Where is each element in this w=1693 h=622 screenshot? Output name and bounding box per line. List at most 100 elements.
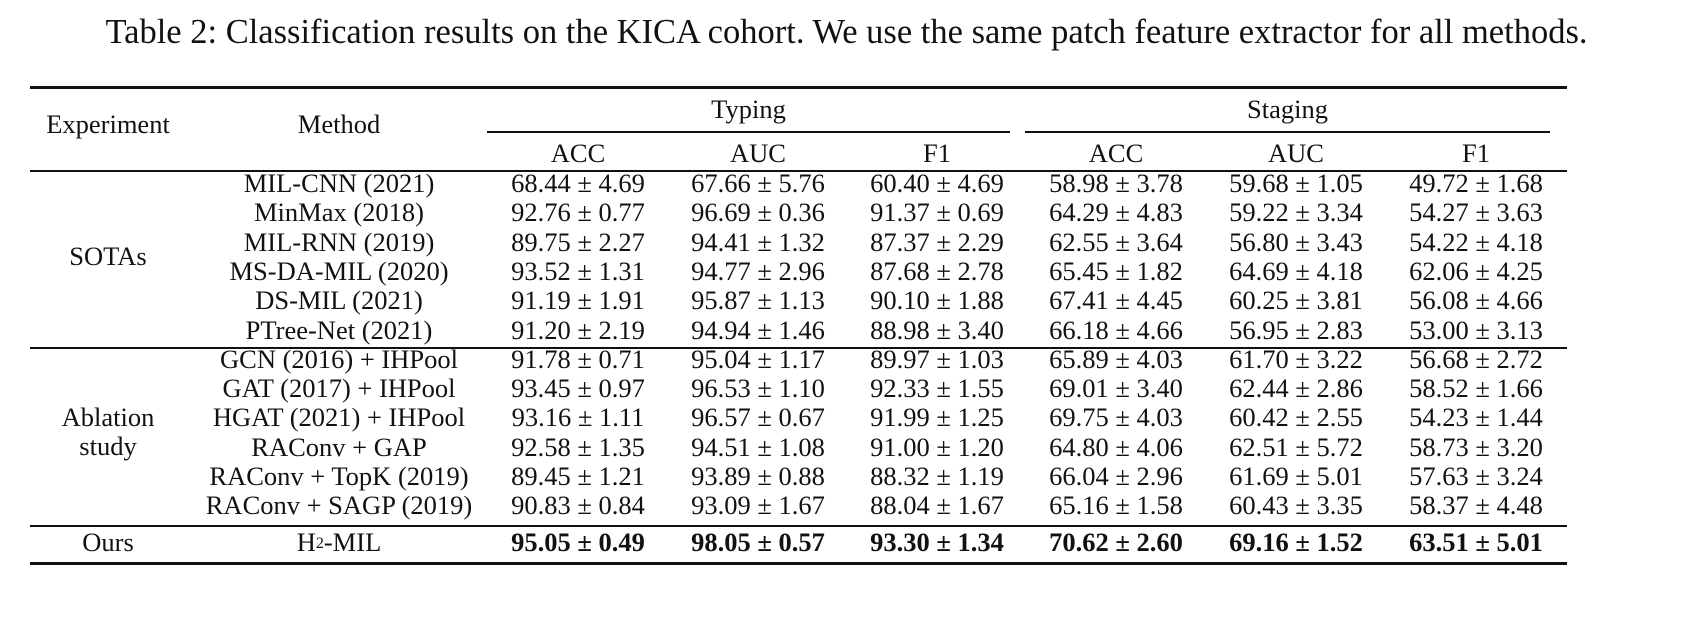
value-cell: 98.05 ± 0.57 [691,527,825,557]
value-cell: 59.68 ± 1.05 [1229,168,1363,198]
method-cell: RAConv + TopK (2019) [209,461,469,491]
method-cell: MIL-CNN (2021) [243,168,435,198]
value-cell: 58.37 ± 4.48 [1409,490,1543,521]
value-cell: 92.76 ± 0.77 [511,197,645,228]
value-cell: 89.75 ± 2.27 [511,226,645,257]
value-cell: 60.42 ± 2.55 [1229,402,1363,433]
value-cell: 95.05 ± 0.49 [511,527,645,557]
value-cell: 65.89 ± 4.03 [1049,343,1183,374]
value-cell: 91.00 ± 1.20 [870,431,1004,462]
method-cell: RAConv + GAP [251,431,427,462]
header-group-typing: Typing [711,94,786,124]
section-rule-0 [30,347,1567,349]
value-cell: 57.63 ± 3.24 [1409,461,1543,491]
value-cell: 60.40 ± 4.69 [870,168,1004,198]
method-cell: MIL-RNN (2019) [243,226,435,257]
value-cell: 93.30 ± 1.34 [870,527,1004,557]
value-cell: 94.51 ± 1.08 [691,431,825,462]
value-cell: 91.20 ± 2.19 [511,314,645,345]
top-rule [30,86,1567,89]
value-cell: 87.68 ± 2.78 [870,255,1004,286]
section-label: study [79,431,137,462]
value-cell: 62.44 ± 2.86 [1229,373,1363,404]
value-cell: 89.97 ± 1.03 [870,343,1004,374]
value-cell: 91.19 ± 1.91 [511,285,645,316]
value-cell: 95.87 ± 1.13 [691,285,825,316]
value-cell: 64.80 ± 4.06 [1049,431,1183,462]
method-name-superscript: 2 [315,535,324,552]
value-cell: 92.58 ± 1.35 [511,431,645,462]
method-cell: GCN (2016) + IHPool [220,343,458,374]
value-cell: 69.16 ± 1.52 [1229,527,1363,557]
value-cell: 93.52 ± 1.31 [511,255,645,286]
section-label: SOTAs [69,240,147,271]
method-cell: MinMax (2018) [253,197,425,228]
value-cell: 56.80 ± 3.43 [1229,226,1363,257]
value-cell: 90.83 ± 0.84 [511,490,645,521]
value-cell: 62.51 ± 5.72 [1229,431,1363,462]
value-cell: 60.25 ± 3.81 [1229,285,1363,316]
section-rule-1 [30,525,1567,527]
header-metric-f1: F1 [1462,138,1490,168]
value-cell: 96.69 ± 0.36 [691,197,825,228]
value-cell: 93.09 ± 1.67 [691,490,825,521]
value-cell: 67.66 ± 5.76 [691,168,825,198]
header-rule [30,170,1567,172]
value-cell: 68.44 ± 4.69 [511,168,645,198]
method-name-suffix: -MIL [323,527,382,557]
value-cell: 58.52 ± 1.66 [1409,373,1543,404]
value-cell: 56.08 ± 4.66 [1409,285,1543,316]
value-cell: 56.68 ± 2.72 [1409,343,1543,374]
value-cell: 64.69 ± 4.18 [1229,255,1363,286]
value-cell: 62.06 ± 4.25 [1409,255,1543,286]
bottom-rule [30,562,1567,565]
value-cell: 95.04 ± 1.17 [691,343,825,374]
header-method: Method [297,109,381,139]
value-cell: 90.10 ± 1.88 [870,285,1004,316]
method-cell: PTree-Net (2021) [245,314,433,345]
value-cell: 53.00 ± 3.13 [1409,314,1543,345]
group-rule-staging [1025,131,1550,133]
value-cell: 96.53 ± 1.10 [691,373,825,404]
section-label: Ours [82,527,134,557]
value-cell: 92.33 ± 1.55 [870,373,1004,404]
value-cell: 88.98 ± 3.40 [870,314,1004,345]
header-metric-auc: AUC [730,138,786,168]
value-cell: 56.95 ± 2.83 [1229,314,1363,345]
value-cell: 58.98 ± 3.78 [1049,168,1183,198]
table-caption: Table 2: Classification results on the K… [105,13,1588,51]
method-cell: DS-MIL (2021) [255,285,423,316]
header-metric-acc: ACC [1088,138,1144,168]
value-cell: 69.75 ± 4.03 [1049,402,1183,433]
value-cell: 94.41 ± 1.32 [691,226,825,257]
header-experiment: Experiment [46,109,170,139]
value-cell: 65.16 ± 1.58 [1049,490,1183,521]
value-cell: 64.29 ± 4.83 [1049,197,1183,228]
value-cell: 93.89 ± 0.88 [691,461,825,491]
header-group-staging: Staging [1247,94,1328,124]
value-cell: 58.73 ± 3.20 [1409,431,1543,462]
value-cell: 88.04 ± 1.67 [870,490,1004,521]
value-cell: 94.94 ± 1.46 [691,314,825,345]
value-cell: 87.37 ± 2.29 [870,226,1004,257]
header-metric-acc: ACC [550,138,606,168]
value-cell: 54.23 ± 1.44 [1409,402,1543,433]
group-rule-typing [487,131,1010,133]
value-cell: 60.43 ± 3.35 [1229,490,1363,521]
value-cell: 66.04 ± 2.96 [1049,461,1183,491]
value-cell: 96.57 ± 0.67 [691,402,825,433]
value-cell: 54.27 ± 3.63 [1409,197,1543,228]
value-cell: 91.99 ± 1.25 [870,402,1004,433]
method-cell: GAT (2017) + IHPool [222,373,456,404]
header-metric-auc: AUC [1268,138,1324,168]
method-cell: RAConv + SAGP (2019) [205,490,473,521]
value-cell: 70.62 ± 2.60 [1049,527,1183,557]
section-label: Ablation [61,402,155,433]
value-cell: 91.37 ± 0.69 [870,197,1004,228]
value-cell: 62.55 ± 3.64 [1049,226,1183,257]
value-cell: 61.69 ± 5.01 [1229,461,1363,491]
method-cell: HGAT (2021) + IHPool [212,402,466,433]
value-cell: 61.70 ± 3.22 [1229,343,1363,374]
value-cell: 88.32 ± 1.19 [870,461,1004,491]
value-cell: 91.78 ± 0.71 [511,343,645,374]
